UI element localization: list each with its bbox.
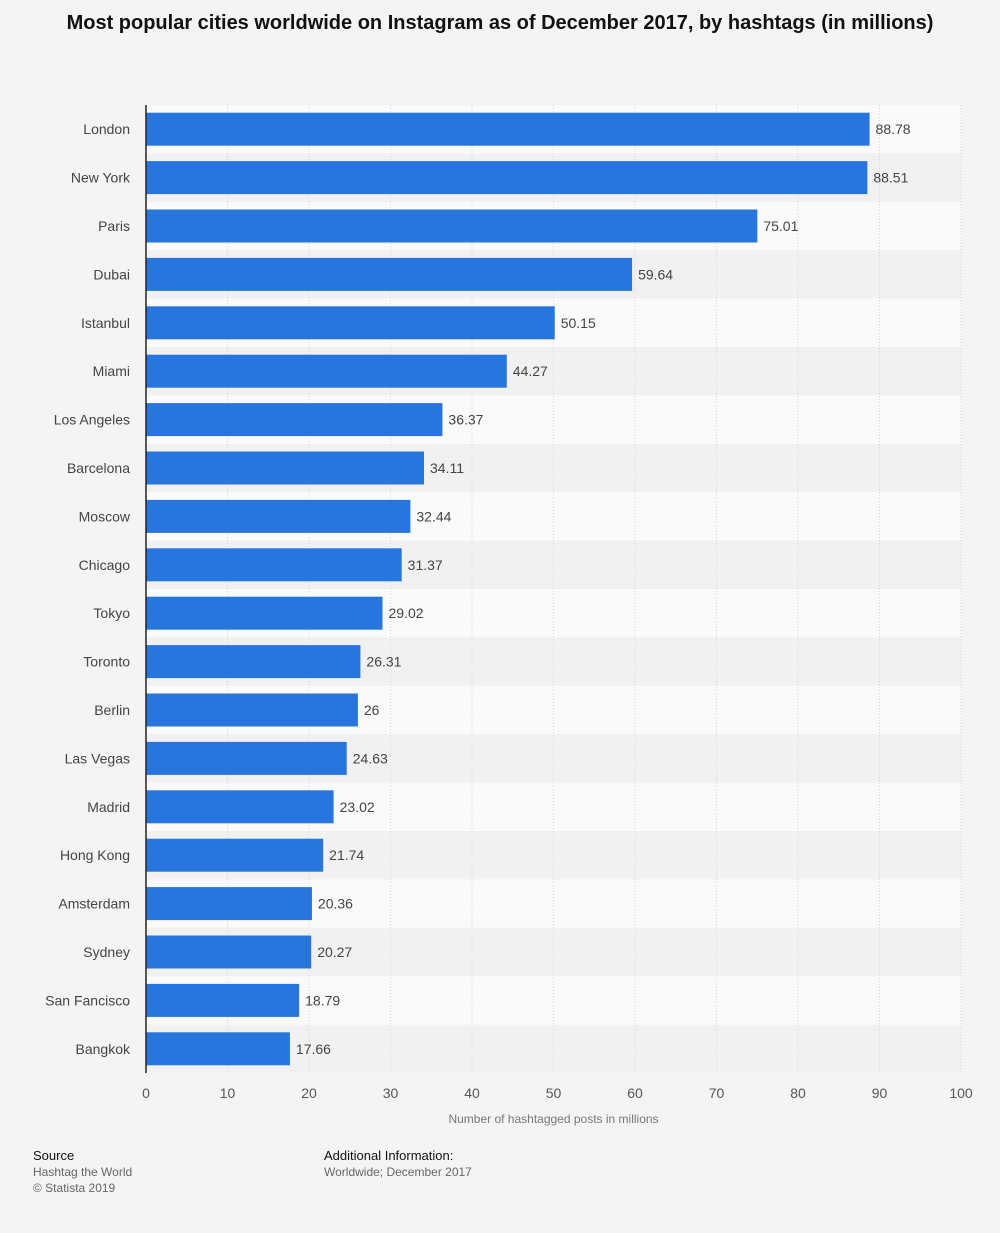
value-label: 26.31 [366,654,401,670]
value-label: 20.36 [318,896,353,912]
category-label: San Fancisco [45,992,130,1008]
bar [146,548,402,582]
category-label: Paris [98,218,130,234]
value-label: 20.27 [317,944,352,960]
category-label: Moscow [79,508,131,524]
category-label: London [83,121,130,137]
category-label: Barcelona [67,460,130,476]
value-label: 17.66 [296,1041,331,1057]
additional-info-heading: Additional Information: [324,1148,454,1163]
value-label: 23.02 [340,799,375,815]
bar [146,257,633,291]
category-label: Madrid [87,799,130,815]
additional-info-line: Worldwide; December 2017 [324,1165,472,1179]
bar [146,112,870,146]
bar [146,983,300,1017]
value-label: 50.15 [561,315,596,331]
x-tick-label: 50 [546,1085,562,1101]
category-label: Bangkok [76,1041,131,1057]
value-label: 36.37 [448,412,483,428]
source-block: Source Hashtag the World © Statista 2019 [33,1148,132,1196]
bar [146,1032,290,1066]
value-label: 34.11 [430,460,464,476]
bar-chart: 88.78 London 88.51 New York 75.01 Paris 59.64 D… [45,105,973,1126]
bar [146,645,361,679]
category-label: Miami [93,363,130,379]
chart-title: Most popular cities worldwide on Instagr… [66,12,934,34]
value-label: 75.01 [763,218,798,234]
value-label: 31.37 [408,557,443,573]
bar [146,596,383,630]
value-label: 88.51 [873,170,908,186]
bar [146,790,334,824]
copyright-line: © Statista 2019 [33,1181,116,1195]
source-line: Hashtag the World [33,1165,133,1179]
bar [146,838,324,872]
bar [146,161,868,195]
x-tick-label: 90 [872,1085,888,1101]
value-label: 18.79 [305,992,340,1008]
additional-info-block: Additional Information: Worldwide; Decem… [324,1148,472,1180]
category-label: Sydney [83,944,130,960]
category-label: New York [71,170,131,186]
x-tick-label: 100 [949,1085,973,1101]
x-tick-label: 40 [464,1085,480,1101]
x-tick-label: 0 [142,1085,150,1101]
category-label: Los Angeles [54,412,130,428]
value-label: 59.64 [638,266,673,282]
x-tick-label: 10 [220,1085,236,1101]
bar [146,403,443,437]
source-heading: Source [33,1148,75,1163]
x-tick-label: 80 [790,1085,806,1101]
x-tick-label: 30 [383,1085,399,1101]
value-label: 21.74 [329,847,364,863]
category-label: Istanbul [81,315,130,331]
category-label: Amsterdam [58,896,130,912]
bar [146,451,424,485]
bar [146,741,347,775]
bar [146,693,358,727]
category-label: Berlin [94,702,130,718]
bar [146,499,411,533]
bar [146,935,312,969]
value-label: 44.27 [513,363,548,379]
x-tick-label: 60 [627,1085,643,1101]
bar [146,209,758,243]
category-label: Toronto [83,654,130,670]
x-axis-label: Number of hashtagged posts in millions [448,1112,658,1126]
bar [146,887,312,921]
category-label: Tokyo [93,605,130,621]
value-label: 26 [364,702,380,718]
bar [146,354,507,388]
value-label: 29.02 [389,605,424,621]
bar [146,306,555,340]
value-label: 24.63 [353,750,388,766]
x-tick-label: 20 [301,1085,317,1101]
category-label: Las Vegas [65,750,130,766]
category-label: Hong Kong [60,847,130,863]
x-tick-label: 70 [709,1085,725,1101]
category-label: Chicago [79,557,131,573]
value-label: 32.44 [416,508,451,524]
category-label: Dubai [93,266,130,282]
value-label: 88.78 [876,121,911,137]
